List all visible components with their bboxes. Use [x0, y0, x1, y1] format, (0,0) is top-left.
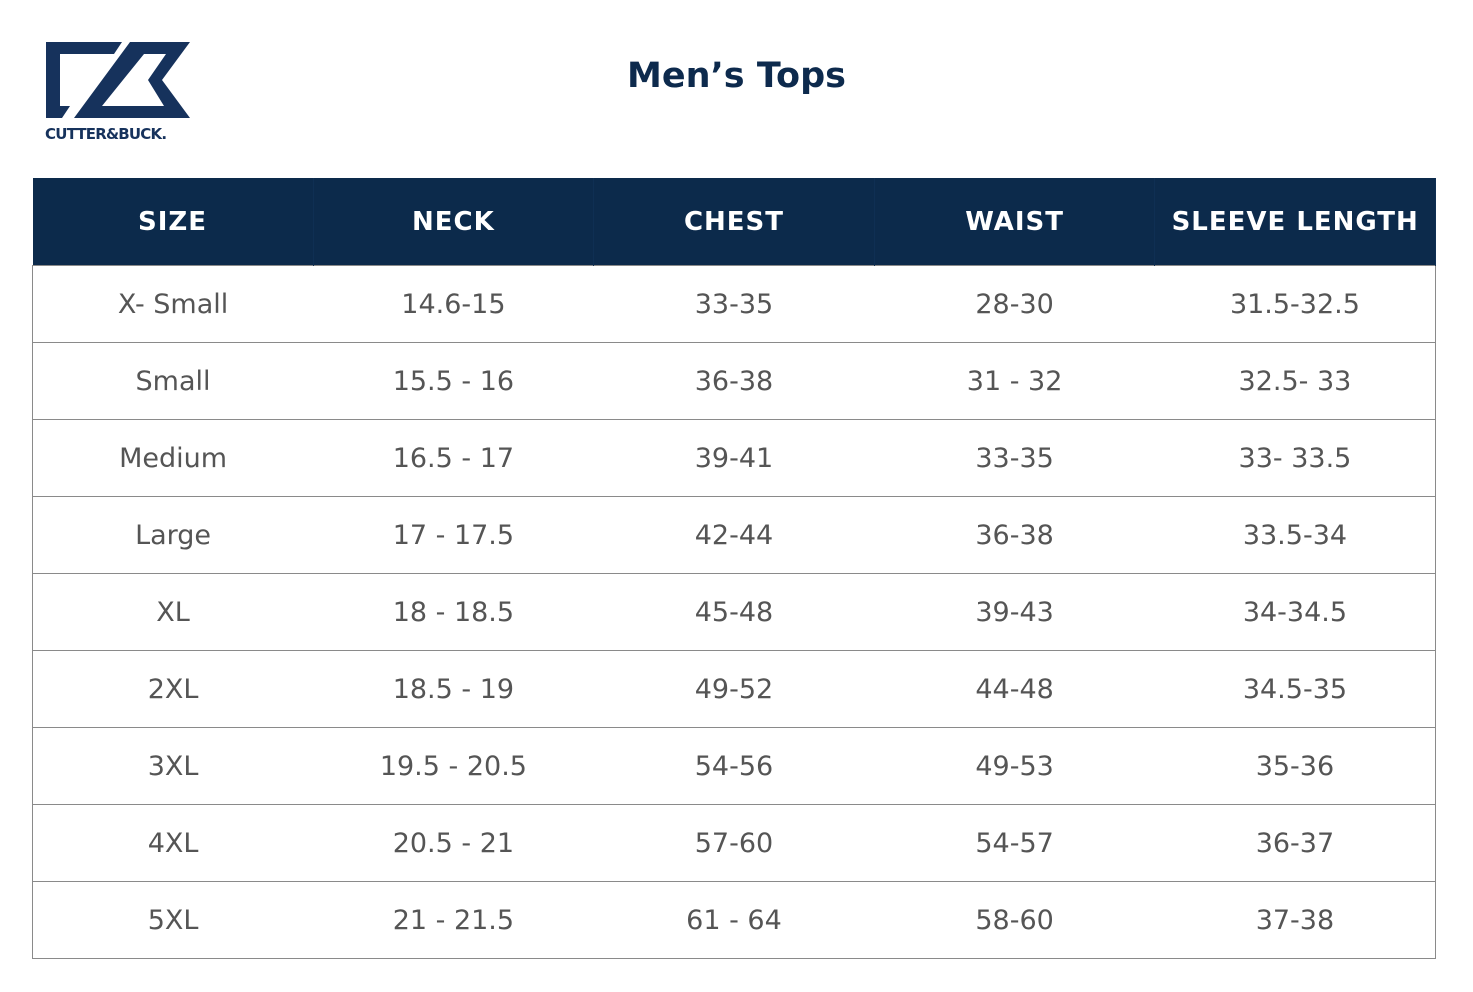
- table-cell: 33.5-34: [1154, 496, 1436, 574]
- table-cell: 4XL: [32, 804, 314, 882]
- table-cell: XL: [32, 573, 314, 651]
- column-header-size: SIZE: [32, 178, 314, 266]
- table-cell: 36-38: [593, 342, 875, 420]
- column-header-neck: NECK: [313, 178, 595, 266]
- table-cell: 61 - 64: [593, 881, 875, 959]
- table-cell: 21 - 21.5: [313, 881, 594, 959]
- table-cell: 33-35: [593, 265, 875, 343]
- table-cell: 36-38: [874, 496, 1155, 574]
- table-cell: 37-38: [1154, 881, 1436, 959]
- table-cell: Medium: [32, 419, 314, 497]
- table-cell: 35-36: [1154, 727, 1436, 805]
- table-cell: 45-48: [593, 573, 875, 651]
- table-cell: X- Small: [32, 265, 314, 343]
- table-row: Small 15.5 - 16 36-38 31 - 32 32.5- 33: [32, 342, 1436, 420]
- table-cell: 32.5- 33: [1154, 342, 1436, 420]
- column-header-chest: CHEST: [593, 178, 875, 266]
- table-cell: 33- 33.5: [1154, 419, 1436, 497]
- column-header-sleeve-length: SLEEVE LENGTH: [1154, 178, 1436, 266]
- table-row: Large 17 - 17.5 42-44 36-38 33.5-34: [32, 496, 1436, 574]
- table-cell: 34-34.5: [1154, 573, 1436, 651]
- table-cell: 3XL: [32, 727, 314, 805]
- table-row: Medium 16.5 - 17 39-41 33-35 33- 33.5: [32, 419, 1436, 497]
- table-cell: 39-41: [593, 419, 875, 497]
- table-cell: 5XL: [32, 881, 314, 959]
- table-cell: 19.5 - 20.5: [313, 727, 594, 805]
- table-cell: 58-60: [874, 881, 1155, 959]
- table-cell: 18.5 - 19: [313, 650, 594, 728]
- table-cell: 15.5 - 16: [313, 342, 594, 420]
- table-cell: Small: [32, 342, 314, 420]
- table-cell: 54-57: [874, 804, 1155, 882]
- size-chart-table: SIZE NECK CHEST WAIST SLEEVE LENGTH X- Small…: [32, 178, 1436, 959]
- logo-wordmark: CUTTER&BUCK.: [45, 125, 167, 143]
- table-cell: 42-44: [593, 496, 875, 574]
- table-cell: 39-43: [874, 573, 1155, 651]
- table-cell: 57-60: [593, 804, 875, 882]
- table-cell: 49-53: [874, 727, 1155, 805]
- table-row: 3XL 19.5 - 20.5 54-56 49-53 35-36: [32, 727, 1436, 805]
- table-cell: 16.5 - 17: [313, 419, 594, 497]
- table-row: 4XL 20.5 - 21 57-60 54-57 36-37: [32, 804, 1436, 882]
- table-cell: 54-56: [593, 727, 875, 805]
- column-header-waist: WAIST: [874, 178, 1156, 266]
- table-row: X- Small 14.6-15 33-35 28-30 31.5-32.5: [32, 265, 1436, 343]
- table-cell: Large: [32, 496, 314, 574]
- table-cell: 31.5-32.5: [1154, 265, 1436, 343]
- table-cell: 14.6-15: [313, 265, 594, 343]
- table-cell: 31 - 32: [874, 342, 1155, 420]
- table-cell: 17 - 17.5: [313, 496, 594, 574]
- page-title: Men’s Tops: [627, 56, 846, 96]
- table-cell: 34.5-35: [1154, 650, 1436, 728]
- table-cell: 20.5 - 21: [313, 804, 594, 882]
- logo-mark-icon: [46, 42, 190, 118]
- table-row: 2XL 18.5 - 19 49-52 44-48 34.5-35: [32, 650, 1436, 728]
- table-header-row: SIZE NECK CHEST WAIST SLEEVE LENGTH: [32, 178, 1436, 266]
- table-cell: 18 - 18.5: [313, 573, 594, 651]
- table-cell: 33-35: [874, 419, 1155, 497]
- table-cell: 49-52: [593, 650, 875, 728]
- table-cell: 2XL: [32, 650, 314, 728]
- table-row: XL 18 - 18.5 45-48 39-43 34-34.5: [32, 573, 1436, 651]
- table-cell: 28-30: [874, 265, 1155, 343]
- table-cell: 44-48: [874, 650, 1155, 728]
- table-row: 5XL 21 - 21.5 61 - 64 58-60 37-38: [32, 881, 1436, 959]
- cutter-buck-logo: CUTTER&BUCK.: [44, 40, 200, 148]
- table-cell: 36-37: [1154, 804, 1436, 882]
